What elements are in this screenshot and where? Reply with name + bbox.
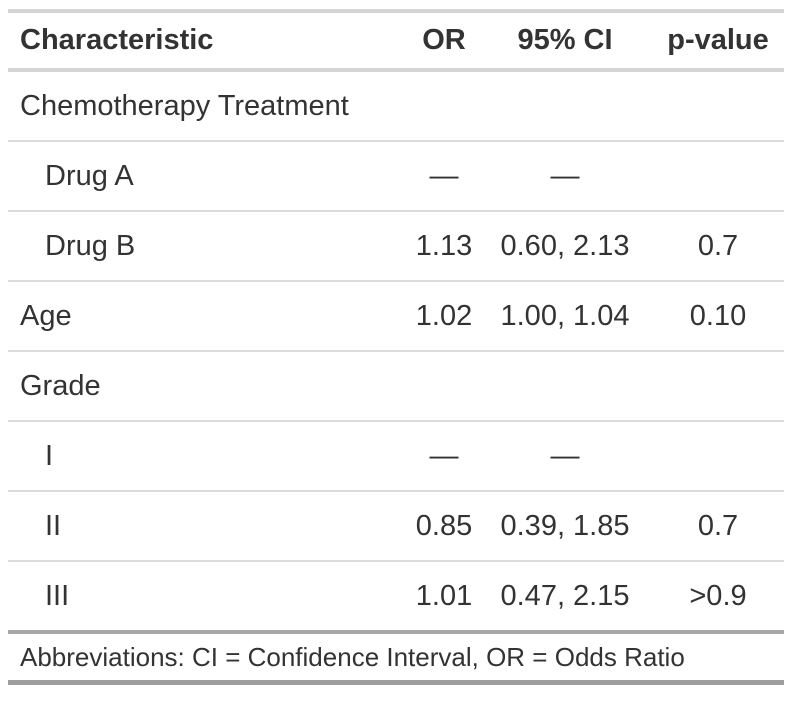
cell-label: Drug A [8, 141, 410, 212]
table-row-grade: Grade [8, 351, 784, 422]
cell-label: III [8, 561, 410, 634]
cell-ci: 0.60, 2.13 [478, 211, 652, 282]
cell-or: 1.02 [410, 281, 478, 352]
table-row-chemotherapy-treatment: Chemotherapy Treatment [8, 70, 784, 142]
table-row-grade-i: I — — [8, 421, 784, 492]
cell-ci: 1.00, 1.04 [478, 281, 652, 352]
column-header-or: OR [410, 11, 478, 72]
cell-or [410, 70, 478, 142]
table-row-drug-b: Drug B 1.13 0.60, 2.13 0.7 [8, 211, 784, 282]
cell-ci [478, 351, 652, 422]
cell-label: I [8, 421, 410, 492]
cell-or [410, 351, 478, 422]
column-header-ci: 95% CI [478, 11, 652, 72]
column-header-pvalue: p-value [652, 11, 784, 72]
cell-pvalue [652, 351, 784, 422]
cell-or: — [410, 141, 478, 212]
cell-pvalue [652, 421, 784, 492]
cell-ci: 0.39, 1.85 [478, 491, 652, 562]
cell-pvalue [652, 70, 784, 142]
cell-label: Grade [8, 351, 410, 422]
table-row-grade-iii: III 1.01 0.47, 2.15 >0.9 [8, 561, 784, 634]
table-row-grade-ii: II 0.85 0.39, 1.85 0.7 [8, 491, 784, 562]
cell-pvalue: 0.7 [652, 211, 784, 282]
cell-label: II [8, 491, 410, 562]
table-row-age: Age 1.02 1.00, 1.04 0.10 [8, 281, 784, 352]
cell-label: Drug B [8, 211, 410, 282]
table-row-drug-a: Drug A — — [8, 141, 784, 212]
cell-ci [478, 70, 652, 142]
table-footnote: Abbreviations: CI = Confidence Interval,… [8, 632, 784, 685]
cell-ci: — [478, 141, 652, 212]
cell-or: 0.85 [410, 491, 478, 562]
cell-ci: 0.47, 2.15 [478, 561, 652, 634]
cell-ci: — [478, 421, 652, 492]
cell-or: 1.01 [410, 561, 478, 634]
header-row: Characteristic OR 95% CI p-value [8, 11, 784, 72]
cell-pvalue [652, 141, 784, 212]
cell-pvalue: 0.10 [652, 281, 784, 352]
column-header-characteristic: Characteristic [8, 11, 410, 72]
cell-or: — [410, 421, 478, 492]
cell-pvalue: >0.9 [652, 561, 784, 634]
cell-label: Age [8, 281, 410, 352]
summary-table: Characteristic OR 95% CI p-value Chemoth… [8, 9, 784, 685]
cell-pvalue: 0.7 [652, 491, 784, 562]
footnote-row: Abbreviations: CI = Confidence Interval,… [8, 632, 784, 685]
cell-label: Chemotherapy Treatment [8, 70, 410, 142]
cell-or: 1.13 [410, 211, 478, 282]
